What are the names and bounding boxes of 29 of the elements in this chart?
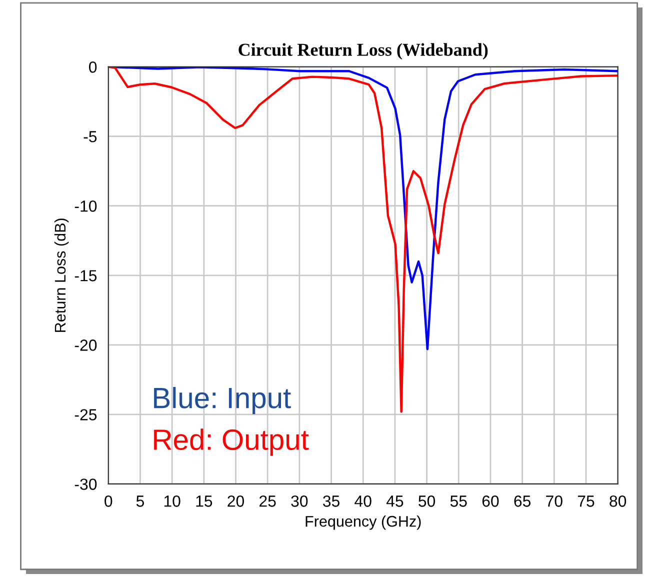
x-tick-label: 55: [450, 496, 467, 507]
x-tick-label: 50: [418, 496, 436, 507]
x-tick-label: 20: [228, 496, 244, 507]
chart-title: Circuit Return Loss (Wideband): [238, 43, 488, 60]
x-axis-title: Frequency (GHz): [306, 516, 421, 530]
x-tick-label: 80: [610, 496, 626, 507]
y-tick-label: 0: [89, 61, 97, 73]
y-tick-label: -15: [74, 270, 97, 282]
x-tick-label: 5: [136, 496, 144, 507]
x-tick-label: 30: [291, 496, 308, 507]
annotation: Red: Output: [154, 428, 309, 456]
x-tick-label: 0: [104, 496, 112, 507]
x-tick-label: 40: [354, 496, 372, 507]
x-tick-label: 75: [578, 496, 594, 507]
x-tick-label: 60: [482, 496, 499, 507]
y-axis-title: Return Loss (dB): [54, 218, 69, 332]
x-tick-label: 35: [323, 496, 340, 507]
x-tick-label: 45: [386, 496, 404, 507]
y-tick-label: -5: [84, 131, 97, 142]
y-tick-label: -20: [74, 340, 97, 351]
annotation: Blue: Input: [154, 386, 291, 414]
y-tick-label: -10: [74, 200, 97, 212]
x-tick-label: 65: [514, 496, 531, 507]
x-tick-label: 25: [260, 496, 276, 507]
x-tick-label: 10: [164, 496, 180, 507]
x-tick-label: 15: [196, 496, 212, 507]
y-tick-label: -30: [74, 478, 97, 490]
y-tick-label: -25: [74, 409, 97, 420]
x-tick-label: 70: [546, 496, 562, 507]
